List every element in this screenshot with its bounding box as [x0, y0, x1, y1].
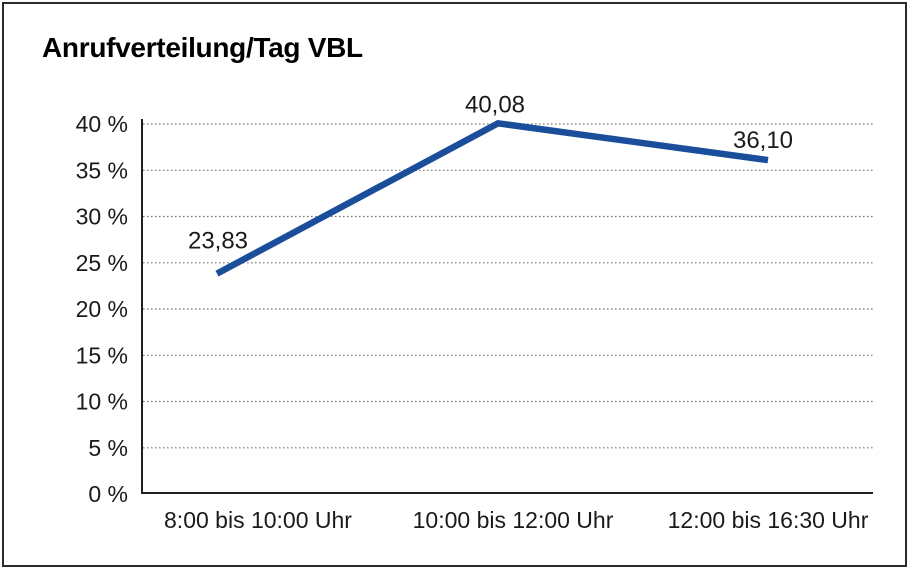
y-axis-tick-label: 0 %: [88, 481, 128, 507]
y-axis-tick-label: 25 %: [76, 250, 128, 276]
x-axis-category-label: 8:00 bis 10:00 Uhr: [164, 507, 352, 533]
y-axis-tick-label: 30 %: [76, 204, 128, 230]
y-axis-tick-label: 5 %: [88, 435, 128, 461]
data-line-series: [215, 119, 769, 277]
y-axis-tick-label: 40 %: [76, 111, 128, 137]
figure-frame: Anrufverteilung/Tag VBL: [2, 2, 907, 567]
y-axis-tick-label: 20 %: [76, 296, 128, 322]
data-point-label: 23,83: [188, 228, 248, 255]
y-axis-tick-label: 10 %: [76, 389, 128, 415]
chart-title: Anrufverteilung/Tag VBL: [42, 32, 363, 63]
x-axis-category-label: 10:00 bis 12:00 Uhr: [413, 507, 614, 533]
y-axis-tick-label: 15 %: [76, 342, 128, 368]
data-point-label: 36,10: [733, 127, 793, 154]
data-point-label: 40,08: [465, 91, 525, 118]
y-axis-tick-label: 35 %: [76, 157, 128, 183]
x-axis-category-label: 12:00 bis 16:30 Uhr: [668, 507, 869, 533]
